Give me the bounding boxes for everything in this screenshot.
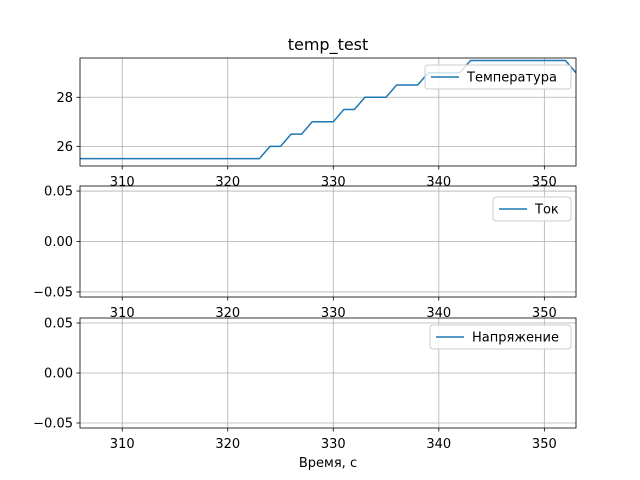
legend: Температура bbox=[424, 64, 572, 90]
x-axis-label: Время, с bbox=[299, 456, 357, 471]
y-tick-label: 0.00 bbox=[44, 235, 73, 250]
x-tick-label: 350 bbox=[532, 306, 557, 321]
axes-frame bbox=[79, 57, 577, 167]
x-tick-label: 350 bbox=[532, 437, 557, 452]
legend-box bbox=[424, 64, 572, 90]
figure-title: temp_test bbox=[288, 35, 369, 55]
x-tick-label: 320 bbox=[215, 437, 240, 452]
y-tick-label: 26 bbox=[56, 140, 73, 155]
x-tick-label: 310 bbox=[110, 306, 135, 321]
legend-label: Температура bbox=[466, 71, 557, 86]
series-line bbox=[80, 59, 576, 160]
y-tick-label: 0.05 bbox=[44, 185, 73, 200]
legend: Ток bbox=[492, 196, 572, 222]
y-tick-label: −0.05 bbox=[33, 285, 73, 300]
voltage-panel: 310 320 330 340 350 −0.05 0.00 0.05 Напряжение bbox=[33, 317, 577, 452]
x-tick-label: 340 bbox=[426, 306, 451, 321]
x-tick-label: 330 bbox=[321, 306, 346, 321]
y-tick-label: 0.00 bbox=[44, 367, 73, 382]
legend-label: Напряжение bbox=[472, 331, 559, 346]
legend-box bbox=[429, 324, 572, 350]
x-tick-label: 340 bbox=[426, 437, 451, 452]
y-tick-label: 0.05 bbox=[44, 317, 73, 332]
current-panel: 310 320 330 340 350 −0.05 0.00 0.05 Ток bbox=[33, 185, 577, 321]
x-tick-label: 310 bbox=[110, 437, 135, 452]
x-tick-label: 330 bbox=[321, 437, 346, 452]
x-tick-label: 320 bbox=[215, 306, 240, 321]
legend-box bbox=[492, 196, 572, 222]
y-tick-label: −0.05 bbox=[33, 417, 73, 432]
legend: Напряжение bbox=[429, 324, 572, 350]
legend-label: Ток bbox=[534, 203, 559, 218]
y-tick-label: 28 bbox=[56, 91, 73, 106]
